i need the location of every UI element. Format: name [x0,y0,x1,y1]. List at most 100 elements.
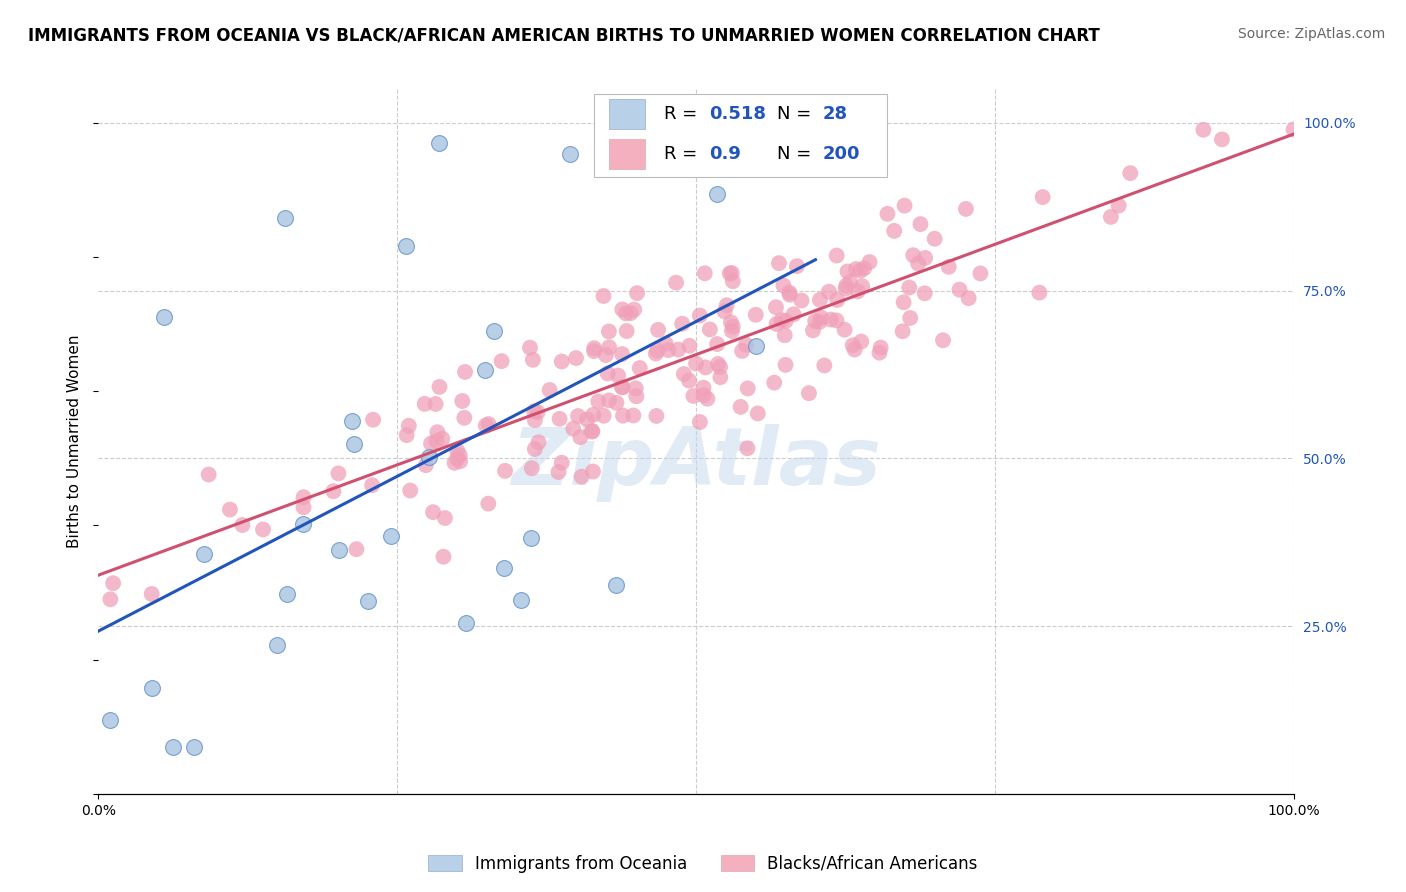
Point [801,323,824,337]
Text: R =: R = [664,145,703,163]
Point [808,315,831,329]
Point [841,338,863,352]
Point [592,409,614,423]
Point [219,502,242,516]
Point [716,298,738,312]
Point [835,278,858,293]
Point [395,428,418,442]
Text: 0.9: 0.9 [709,145,741,163]
Point [808,293,831,307]
Point [596,367,619,381]
Text: IMMIGRANTS FROM OCEANIA VS BLACK/AFRICAN AMERICAN BIRTHS TO UNMARRIED WOMEN CORR: IMMIGRANTS FROM OCEANIA VS BLACK/AFRICAN… [28,27,1099,45]
Point [193,547,215,561]
Point [834,323,856,337]
Point [523,442,546,456]
Point [731,343,754,358]
Point [380,529,402,543]
Point [547,465,569,479]
Text: Source: ZipAtlas.com: Source: ZipAtlas.com [1237,27,1385,41]
Point [453,410,475,425]
Point [588,394,610,409]
Point [672,367,695,381]
Point [693,266,716,280]
Y-axis label: Births to Unmarried Women: Births to Unmarried Women [67,334,83,549]
Point [893,199,915,213]
Point [825,248,848,262]
Point [598,325,620,339]
Point [583,344,606,359]
Text: R =: R = [664,105,703,123]
Point [721,274,744,288]
Point [475,418,498,433]
Point [706,186,728,201]
Point [340,414,363,428]
Point [825,293,848,307]
Point [957,291,980,305]
Point [1211,132,1233,146]
Point [737,442,759,456]
Point [522,352,544,367]
Point [914,286,936,301]
Point [292,490,315,504]
Point [778,285,800,300]
Point [770,313,793,327]
Point [932,333,955,347]
Point [98,714,122,728]
Point [745,308,768,322]
Point [478,417,501,431]
Point [398,418,420,433]
Point [621,409,644,423]
Point [612,409,634,423]
Point [361,413,384,427]
Point [582,465,605,479]
Point [399,483,422,498]
Point [747,406,769,420]
Point [598,340,620,354]
Point [720,315,742,329]
Point [432,549,454,564]
Point [357,594,380,608]
FancyBboxPatch shape [609,99,644,129]
Point [804,314,827,328]
Point [901,248,924,262]
Point [558,147,581,161]
Point [876,207,898,221]
Point [538,383,561,397]
Point [692,388,714,402]
Point [623,302,645,317]
Point [825,313,848,327]
Point [582,408,605,422]
Point [695,360,717,375]
Point [898,310,921,325]
Point [709,370,731,384]
Point [526,405,548,419]
FancyBboxPatch shape [609,139,644,169]
Point [98,592,122,607]
Point [730,400,752,414]
Point [583,341,606,355]
Point [422,505,444,519]
Point [1028,285,1050,300]
Point [520,461,543,475]
Point [647,323,669,337]
Point [790,293,813,308]
Point [477,497,499,511]
Point [773,328,796,343]
Point [153,310,176,324]
Point [592,289,614,303]
Point [775,358,797,372]
Point [1108,199,1130,213]
Point [665,276,688,290]
Point [718,267,741,281]
Point [607,368,630,383]
Point [721,319,744,334]
Point [510,593,533,607]
Point [581,424,603,438]
Point [395,239,418,253]
Point [851,279,873,293]
Point [682,389,704,403]
Point [914,251,936,265]
Point [427,136,450,150]
Point [969,267,991,281]
Point [276,586,298,600]
